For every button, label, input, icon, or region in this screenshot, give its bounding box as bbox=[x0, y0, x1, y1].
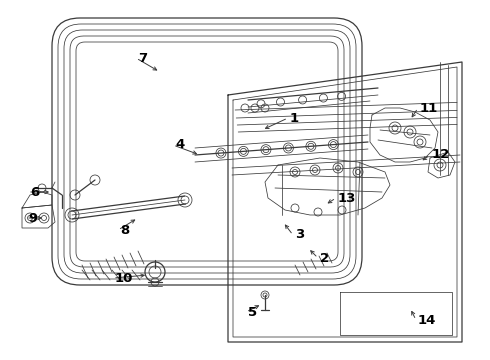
Text: 5: 5 bbox=[248, 306, 257, 319]
Text: 2: 2 bbox=[320, 252, 329, 265]
Text: 14: 14 bbox=[418, 314, 437, 327]
Text: 10: 10 bbox=[115, 271, 133, 284]
Text: 6: 6 bbox=[30, 185, 39, 198]
Text: 4: 4 bbox=[175, 139, 184, 152]
Text: 11: 11 bbox=[420, 102, 438, 114]
Text: 8: 8 bbox=[120, 224, 129, 237]
Text: 9: 9 bbox=[28, 211, 37, 225]
Text: 1: 1 bbox=[290, 112, 299, 125]
Text: 12: 12 bbox=[432, 148, 450, 162]
Text: 13: 13 bbox=[338, 192, 356, 204]
Text: 3: 3 bbox=[295, 229, 304, 242]
Text: 7: 7 bbox=[138, 51, 147, 64]
